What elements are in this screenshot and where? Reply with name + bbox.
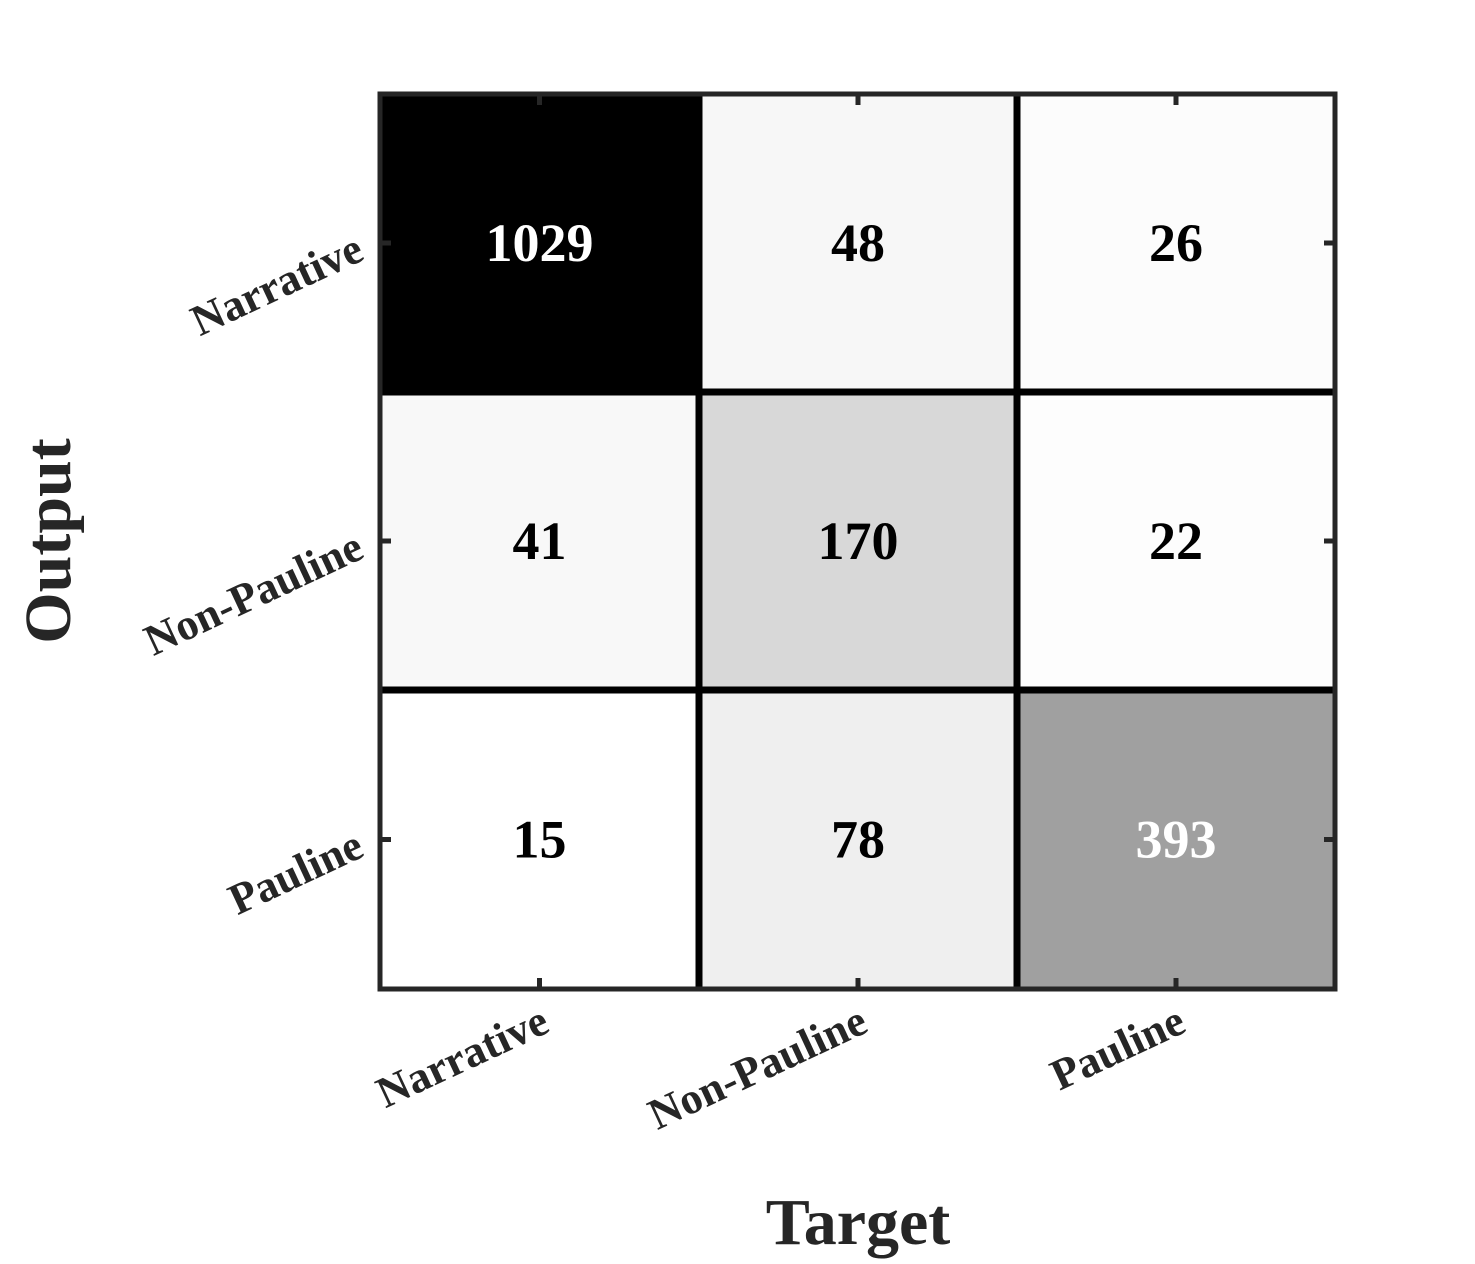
cell-value-label-pauline-pauline: 393 <box>1136 810 1217 870</box>
heatmap-cell-narrative-narrative <box>380 94 699 392</box>
heatmap-cell-non-pauline-pauline <box>1017 392 1335 690</box>
y-axis-title: Output <box>12 438 85 643</box>
heatmap-cell-narrative-pauline <box>1017 94 1335 392</box>
cell-value-label-narrative-non-pauline: 48 <box>831 213 885 273</box>
cell-value-label-narrative-pauline: 26 <box>1149 213 1203 273</box>
frame-layer <box>377 91 1338 992</box>
cell-value-label-non-pauline-pauline: 22 <box>1149 511 1203 571</box>
heatmap-cell-pauline-non-pauline <box>699 690 1017 989</box>
heatmap-cell-non-pauline-narrative <box>380 392 699 690</box>
grid-layer <box>380 94 1335 989</box>
heatmap-cell-pauline-narrative <box>380 690 699 989</box>
cells-layer: 1029 48 26 41 170 22 15 78 393 <box>380 94 1335 989</box>
heatmap-cell-non-pauline-non-pauline <box>699 392 1017 690</box>
cell-value-label-non-pauline-non-pauline: 170 <box>818 511 899 571</box>
x-axis-title: Target <box>766 1186 951 1259</box>
heatmap-cell-narrative-non-pauline <box>699 94 1017 392</box>
cell-value-label-pauline-narrative: 15 <box>513 810 567 870</box>
cell-value-label-pauline-non-pauline: 78 <box>831 810 885 870</box>
cell-value-label-narrative-narrative: 1029 <box>486 213 594 273</box>
cell-value-label-non-pauline-narrative: 41 <box>513 511 567 571</box>
heatmap-cell-pauline-pauline <box>1017 690 1335 989</box>
